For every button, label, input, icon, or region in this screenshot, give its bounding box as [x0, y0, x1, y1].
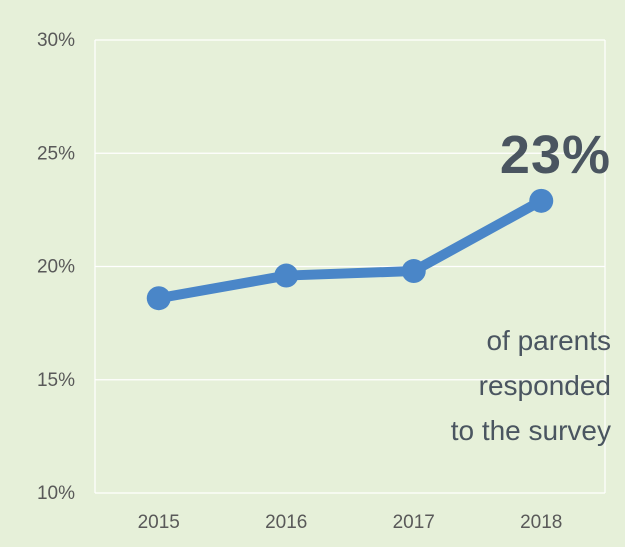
- data-series: [146, 188, 554, 311]
- x-tick-label: 2017: [393, 512, 435, 533]
- highlight-caption: of parents responded to the survey: [451, 318, 611, 453]
- data-point: [274, 263, 299, 288]
- caption-line-3: to the survey: [450, 415, 611, 446]
- x-tick-label: 2015: [138, 512, 180, 533]
- data-point: [401, 259, 426, 284]
- caption-line-1: of parents: [486, 325, 611, 356]
- data-point: [529, 188, 554, 213]
- x-tick-label: 2018: [520, 512, 562, 533]
- caption-line-2: responded: [478, 370, 611, 401]
- y-tick-label: 10%: [37, 483, 75, 504]
- y-tick-label: 15%: [37, 370, 75, 391]
- x-axis-tick-labels: 2015 2016 2017 2018: [138, 512, 563, 533]
- y-axis-tick-labels: 30% 25% 20% 15% 10%: [37, 30, 75, 504]
- y-tick-label: 25%: [37, 143, 75, 164]
- highlight-value: 23%: [499, 125, 611, 185]
- series-line: [153, 195, 547, 304]
- y-tick-label: 20%: [37, 257, 75, 278]
- y-tick-label: 30%: [37, 30, 75, 51]
- x-tick-label: 2016: [265, 512, 307, 533]
- gridlines: [94, 39, 606, 494]
- data-point: [146, 286, 171, 311]
